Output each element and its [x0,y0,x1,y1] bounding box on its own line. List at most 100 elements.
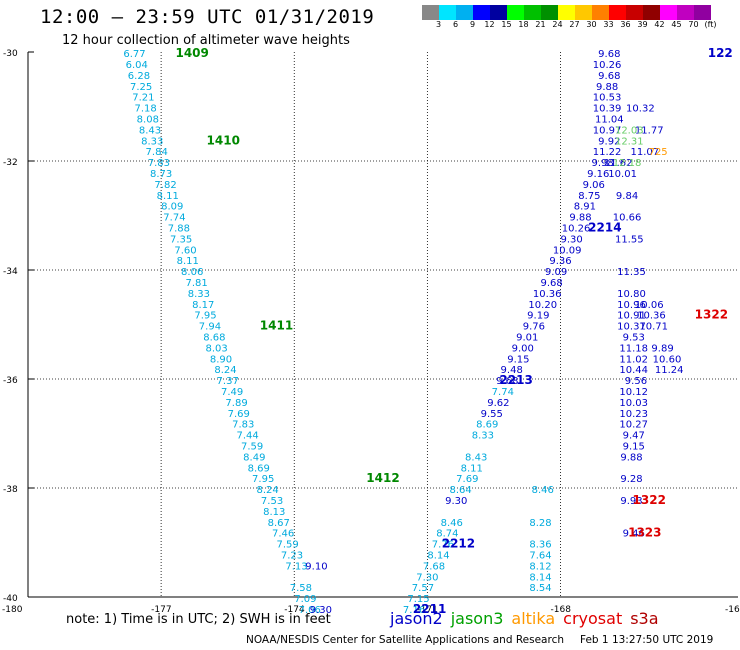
legend-label: 33 [603,20,614,29]
track-id-label: 2213 [499,373,532,387]
data-point-label: 9.30 [445,496,467,507]
data-point-label: 7.06 [299,605,321,616]
data-point-label: 10.80 [617,289,646,300]
x-tick-label: -174 [284,605,305,615]
data-point-label: 8.11 [461,463,483,474]
data-point-label: 8.73 [150,169,172,180]
legend-label: 45 [671,20,682,29]
data-point-label: 9.62 [487,398,509,409]
data-point-label: 11.04 [595,114,624,125]
data-point-label: 7.16 [403,605,425,616]
track-id-label: 1323 [628,526,661,540]
legend-label: 70 [688,20,699,29]
data-point-label: 725 [649,147,668,158]
data-point-label: 10.12 [619,387,648,398]
track-id-label: 1410 [207,133,240,147]
data-point-label: 7.74 [492,387,514,398]
legend-label: 36 [620,20,631,29]
data-point-label: 10.26 [562,223,591,234]
legend-label: 3 [435,20,442,29]
data-point-label: 7.09 [294,594,316,605]
legend-swatch [456,5,473,20]
data-point-label: 10.06 [635,300,664,311]
data-point-label: 8.43 [465,452,487,463]
generation-timestamp: Feb 1 13:27:50 UTC 2019 [580,634,714,646]
data-point-label: 8.64 [450,485,472,496]
legend-swatch [558,5,575,20]
data-point-label: 7.82 [154,180,176,191]
legend-swatch [439,5,456,20]
legend-swatch [422,5,439,20]
data-point-label: 8.67 [268,518,290,529]
x-tick-label: -177 [151,605,171,615]
chart-title: 12:00 – 23:59 UTC 01/31/2019 [40,6,375,28]
data-point-label: 9.92 [598,136,620,147]
data-point-label: 10.36 [533,289,562,300]
data-point-label: 7.60 [174,245,196,256]
track-id-label: 1412 [366,471,399,485]
data-point-label: 7.59 [241,441,263,452]
data-point-label: 8.11 [177,256,199,267]
data-point-label: 8.75 [578,191,600,202]
satellite-jason2: jason2 [390,609,443,628]
data-point-label: 7.81 [185,278,207,289]
data-point-label: 7.35 [170,234,192,245]
data-point-label: 11.77 [635,125,664,136]
data-point-label: 9.56 [625,376,647,387]
legend-swatch [575,5,592,20]
data-point-label: 9.53 [623,332,645,343]
data-point-label: 8.49 [243,452,265,463]
data-point-label: 10.97 [593,125,622,136]
data-point-label: 8.33 [188,289,210,300]
data-point-label: 8.91 [574,202,596,213]
data-point-label: 7.88 [168,223,190,234]
data-point-label: 10.39 [593,104,622,115]
legend-swatch [694,5,711,20]
data-point-label: 7.53 [261,496,283,507]
data-point-label: 6.28 [128,71,150,82]
data-point-label: 10.60 [653,354,682,365]
data-point-label: 8.33 [472,431,494,442]
data-point-label: 10.01 [608,169,637,180]
data-point-label: 9.68 [598,71,620,82]
data-point-label: 7.64 [529,550,551,561]
data-point-label: 11.24 [655,365,684,376]
data-point-label: 10.36 [637,311,666,322]
data-point-label: 7.58 [290,583,312,594]
data-point-label: 9.68 [496,376,518,387]
legend-label: 42 [654,20,665,29]
legend-swatch [643,5,660,20]
data-point-label: 9.88 [596,82,618,93]
data-point-label: 10.96 [617,300,646,311]
track-id-label: 2214 [588,220,621,234]
data-point-label: 10.71 [639,322,668,333]
data-point-label: 8.24 [256,485,278,496]
y-tick-label: -34 [3,267,18,277]
data-point-label: 9.98 [592,158,614,169]
data-point-label: 7.83 [148,158,170,169]
data-point-label: 8.69 [248,463,270,474]
data-point-label: 10.66 [613,213,642,224]
satellite-altika: altika [511,609,556,628]
track-id-label: 122 [708,46,733,60]
track-id-label: 2212 [442,537,475,551]
data-point-label: 8.12 [529,561,551,572]
color-legend: 3 6 9 12 15 18 21 24 27 30 33 36 39 42 45 70 (ft) [422,5,728,29]
data-point-label: 9.06 [583,180,605,191]
legend-swatch [473,5,490,20]
data-point-label: 9.30 [310,605,332,616]
data-point-label: 10.09 [553,245,582,256]
data-point-label: 12.18 [613,158,642,169]
data-point-label: 10.91 [617,311,646,322]
data-point-label: 9.48 [501,365,523,376]
data-point-label: 6.04 [126,60,148,71]
data-point-label: 7.18 [134,104,156,115]
data-point-label: 8.17 [192,300,214,311]
data-point-label: 9.47 [623,431,645,442]
data-point-label: 12.31 [615,136,644,147]
legend-swatch [660,5,677,20]
legend-swatch [677,5,694,20]
data-point-label: 8.03 [205,343,227,354]
data-point-label: 7.46 [272,529,294,540]
data-point-label: 7.13 [285,561,307,572]
